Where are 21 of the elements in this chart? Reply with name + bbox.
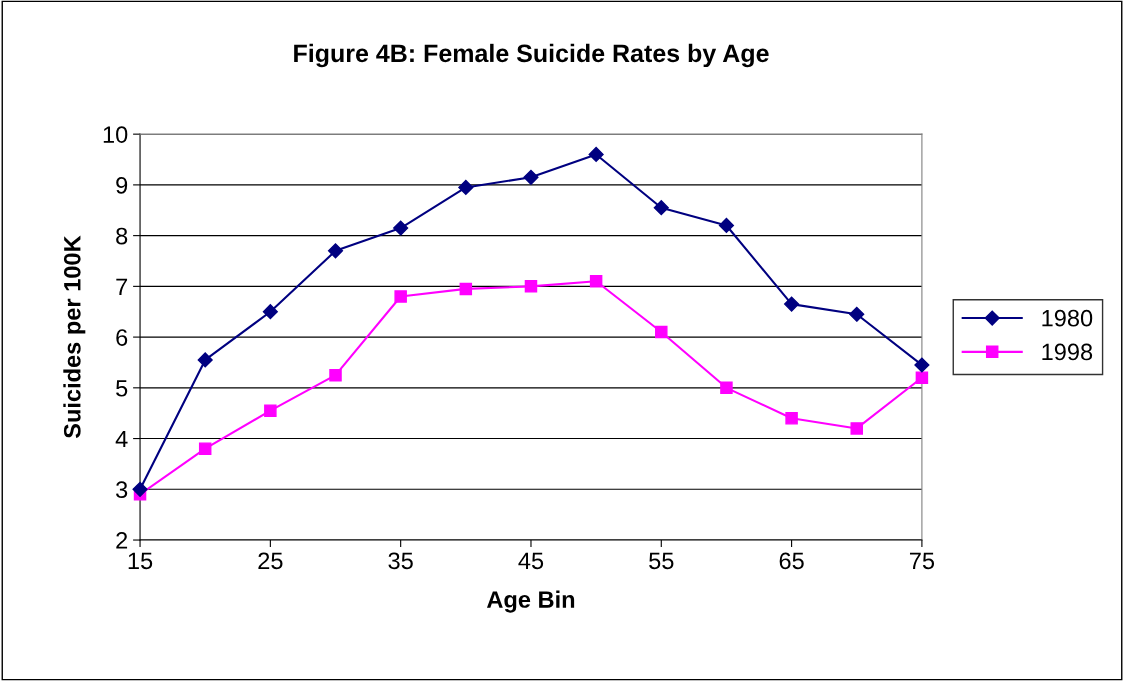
x-tick-label: 55 [649, 552, 674, 570]
y-tick-label: 4 [115, 430, 128, 448]
chart-title: Figure 4B: Female Suicide Rates by Age [294, 43, 769, 68]
y-tick-label: 5 [116, 380, 128, 397]
y-axis-title: Suicides per 100K [63, 235, 86, 439]
legend-label: 1998 [1042, 343, 1093, 361]
y-tick-label: 7 [116, 278, 128, 295]
y-tick-label: 2 [116, 532, 128, 549]
x-tick-label: 35 [388, 552, 413, 570]
x-tick-label: 15 [128, 552, 153, 570]
x-tick-label: 45 [518, 552, 544, 570]
x-tick-label: 65 [779, 552, 804, 570]
y-tick-label: 8 [116, 227, 128, 245]
x-tick-label: 75 [909, 552, 935, 570]
x-tick-label: 25 [258, 552, 283, 570]
y-tick-label: 10 [103, 126, 128, 143]
y-tick-label: 3 [116, 481, 128, 499]
legend-label: 1980 [1042, 309, 1093, 327]
y-tick-label: 9 [116, 176, 128, 194]
x-axis-title: Age Bin [486, 590, 575, 613]
y-tick-label: 6 [116, 329, 128, 346]
